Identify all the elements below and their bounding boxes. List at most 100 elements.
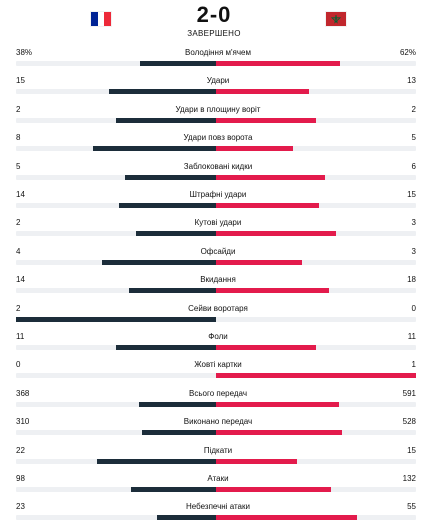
home-value: 22 xyxy=(16,445,25,455)
away-bar xyxy=(216,487,331,492)
home-bar xyxy=(16,316,216,322)
stat-label: Атаки xyxy=(207,474,229,483)
away-value: 13 xyxy=(407,76,416,86)
home-value: 15 xyxy=(16,76,25,86)
flag-france-icon xyxy=(91,12,112,26)
stat-row: 14 Вкидання 18 xyxy=(0,271,428,299)
stat-label: Фоли xyxy=(208,332,228,341)
away-value: 11 xyxy=(407,332,416,341)
stat-track xyxy=(16,203,416,208)
away-bar xyxy=(216,515,358,521)
stat-track xyxy=(16,316,416,322)
match-header: 2-0 ЗАВЕРШЕНО xyxy=(0,0,428,44)
stat-label: Виконано передач xyxy=(183,417,253,427)
away-bar xyxy=(216,231,336,237)
home-value: 5 xyxy=(16,161,21,171)
home-bar xyxy=(116,345,216,350)
stat-label: Заблоковані кидки xyxy=(183,161,253,171)
away-bar xyxy=(216,259,302,265)
home-bar xyxy=(157,515,216,521)
away-value: 132 xyxy=(402,474,416,483)
home-value: 2 xyxy=(16,218,21,228)
home-value: 2 xyxy=(16,104,21,114)
away-value: 5 xyxy=(411,133,416,143)
home-bar xyxy=(125,174,216,180)
home-bar xyxy=(119,203,216,208)
stat-track xyxy=(16,288,416,294)
home-value: 14 xyxy=(16,190,25,199)
away-bar xyxy=(216,89,309,95)
stat-track xyxy=(16,146,416,152)
home-bar xyxy=(136,231,216,237)
away-value: 3 xyxy=(411,218,416,228)
home-value: 11 xyxy=(16,332,25,341)
stat-label: Жовті картки xyxy=(194,360,242,370)
home-bar xyxy=(140,61,216,66)
home-value: 14 xyxy=(16,275,25,285)
stat-row: 8 Удари повз ворота 5 xyxy=(0,129,428,157)
stat-row: 15 Удари 13 xyxy=(0,72,428,100)
away-value: 1 xyxy=(411,360,416,370)
stat-row: 2 Сейви воротаря 0 xyxy=(0,300,428,328)
stat-row: 23 Небезпечні атаки 55 xyxy=(0,498,428,526)
stat-row: 98 Атаки 132 xyxy=(0,470,428,498)
stat-label: Володіння м'ячем xyxy=(185,48,251,57)
home-bar xyxy=(108,89,216,95)
stat-track xyxy=(16,458,416,464)
stat-track xyxy=(16,117,416,123)
home-bar xyxy=(128,288,216,294)
stat-track xyxy=(16,430,416,436)
away-bar xyxy=(216,203,320,208)
match-score: 2-0 xyxy=(196,2,232,27)
home-value: 38% xyxy=(16,48,33,57)
home-bar xyxy=(97,458,216,464)
home-value: 8 xyxy=(16,133,21,143)
stat-label: Кутові удари xyxy=(194,218,242,228)
stat-row: 11 Фоли 11 xyxy=(0,328,428,356)
home-value: 98 xyxy=(16,474,25,483)
away-bar xyxy=(216,146,293,152)
away-value: 55 xyxy=(407,502,416,512)
home-bar xyxy=(142,430,216,436)
stat-label: Вкидання xyxy=(200,275,236,285)
stat-row: 38% Володіння м'ячем 62% xyxy=(0,44,428,72)
away-bar xyxy=(216,430,342,436)
away-value: 591 xyxy=(402,388,416,398)
home-bar xyxy=(101,259,216,265)
away-bar xyxy=(216,458,298,464)
stat-label: Небезпечні атаки xyxy=(186,502,250,512)
away-value: 0 xyxy=(411,303,416,313)
home-value: 0 xyxy=(16,360,21,370)
home-bar xyxy=(116,117,216,123)
home-bar xyxy=(130,487,216,492)
match-status: ЗАВЕРШЕНО xyxy=(187,29,241,38)
stat-row: 5 Заблоковані кидки 6 xyxy=(0,158,428,186)
stat-label: Удари в площину воріт xyxy=(175,104,261,114)
away-value: 62% xyxy=(399,48,416,57)
away-value: 18 xyxy=(407,275,416,285)
stat-label: Всього передач xyxy=(189,388,247,398)
away-value: 6 xyxy=(411,161,416,171)
stat-row: 4 Офсайди 3 xyxy=(0,243,428,271)
flag-morocco-icon xyxy=(326,12,346,26)
home-value: 4 xyxy=(16,246,21,256)
away-value: 15 xyxy=(407,445,416,455)
stat-label: Підкати xyxy=(203,445,233,455)
stat-track xyxy=(16,515,416,521)
away-bar xyxy=(216,117,316,123)
away-bar xyxy=(216,345,316,350)
home-value: 23 xyxy=(16,502,25,512)
away-bar xyxy=(216,288,329,294)
home-value: 2 xyxy=(16,303,21,313)
stat-row: 368 Всього передач 591 xyxy=(0,385,428,413)
stat-label: Сейви воротаря xyxy=(188,303,248,313)
stat-row: 2 Удари в площину воріт 2 xyxy=(0,101,428,129)
stat-track xyxy=(16,89,416,95)
home-value: 368 xyxy=(16,388,30,398)
home-value: 310 xyxy=(16,417,30,427)
stat-row: 0 Жовті картки 1 xyxy=(0,356,428,384)
stat-row: 2 Кутові удари 3 xyxy=(0,214,428,242)
away-bar xyxy=(216,373,416,379)
stat-track xyxy=(16,231,416,237)
stat-track xyxy=(16,487,416,492)
